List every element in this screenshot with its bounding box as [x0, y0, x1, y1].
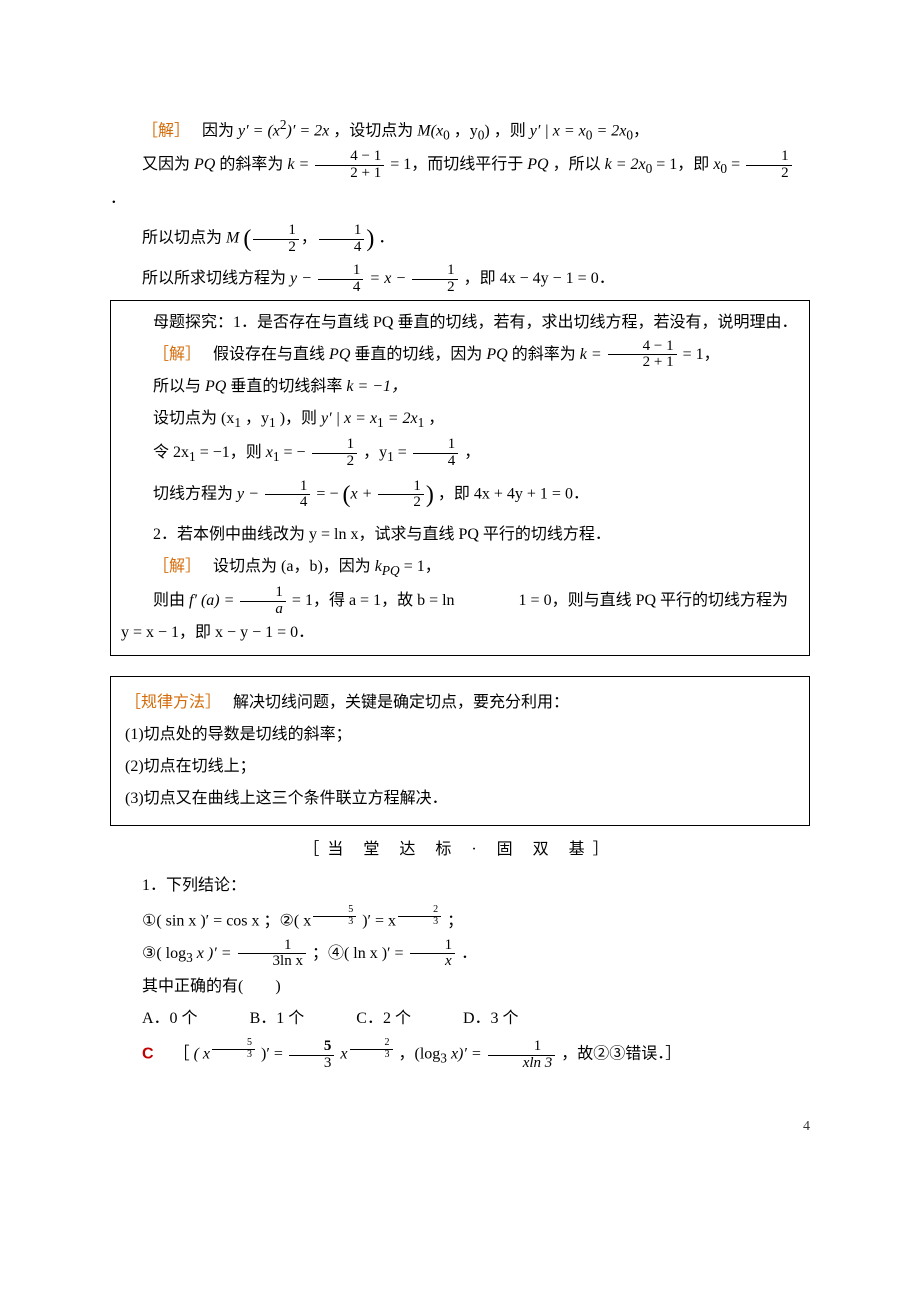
q1-stem: 1．下列结论：: [110, 870, 810, 902]
q1-ask: 其中正确的有( ): [110, 971, 810, 1003]
page: ［解］ 因为 y′ = (x2)′ = 2x ，设切点为 M(x0 ，y0) ，…: [0, 0, 920, 1173]
sol1-line1: ［解］ 因为 y′ = (x2)′ = 2x ，设切点为 M(x0 ，y0) ，…: [110, 112, 810, 149]
mother-l1: ［解］ 假设存在与直线 PQ 垂直的切线，因为 PQ 的斜率为 k = 4 − …: [121, 339, 799, 372]
mother-l8: y = x − 1，即 x − y − 1 = 0．: [121, 617, 799, 649]
mother-l6: ［解］ 设切点为 (a，b)，因为 kPQ = 1，: [121, 551, 799, 585]
sol1-line3: 所以切点为 M (12，14) ．: [110, 215, 810, 263]
mother-box: 母题探究：1．是否存在与直线 PQ 垂直的切线，若有，求出切线方程，若没有，说明…: [110, 300, 810, 657]
mother-l2: 所以与 PQ 垂直的切线斜率 k = −1，: [121, 371, 799, 403]
rule-line4: (3)切点又在曲线上这三个条件联立方程解决．: [125, 783, 795, 815]
mother-l7: 则由 f′ (a) = 1a = 1，得 a = 1，故 b = ln 1 = …: [121, 585, 799, 618]
q1-opt12: ①( sin x )′ = cos x ；②( x53 )′ = x23 ；: [110, 902, 810, 937]
section-title: ［当 堂 达 标 · 固 双 基］: [110, 834, 810, 866]
mother-l3: 设切点为 (x1 ，y1 )，则 y′ | x = x1 = 2x1 ，: [121, 403, 799, 437]
label-solution: ［解］: [142, 122, 182, 139]
sol1-line4: 所以所求切线方程为 y − 14 = x − 12 ，即 4x − 4y − 1…: [110, 263, 810, 296]
sol1-line2: 又因为 PQ 的斜率为 k = 4 − 12 + 1 = 1，而切线平行于 PQ…: [110, 149, 810, 215]
q1-answer: C ［ ( x53 )′ = 53 x23 ，(log3 x)′ = 1xln …: [110, 1035, 810, 1072]
rule-box: ［规律方法］ 解决切线问题，关键是确定切点，要充分利用： (1)切点处的导数是切…: [110, 676, 810, 826]
mother-l4: 令 2x1 = −1，则 x1 = − 12 ，y1 = 14 ，: [121, 437, 799, 471]
mother-q1: 母题探究：1．是否存在与直线 PQ 垂直的切线，若有，求出切线方程，若没有，说明…: [121, 307, 799, 339]
q1-opt34: ③( log3 x )′ = 13ln x ；④( ln x )′ = 1x ．: [110, 938, 810, 972]
mother-l5: 切线方程为 y − 14 = − (x + 12) ，即 4x + 4y + 1…: [121, 471, 799, 519]
rule-line1: ［规律方法］ 解决切线问题，关键是确定切点，要充分利用：: [125, 687, 795, 719]
page-number: 4: [110, 1113, 810, 1133]
rule-line3: (2)切点在切线上；: [125, 751, 795, 783]
rule-line2: (1)切点处的导数是切线的斜率；: [125, 719, 795, 751]
q1-options: A．0 个 B．1 个 C．2 个 D．3 个: [110, 1003, 810, 1035]
mother-q2: 2．若本例中曲线改为 y = ln x，试求与直线 PQ 平行的切线方程．: [121, 519, 799, 551]
